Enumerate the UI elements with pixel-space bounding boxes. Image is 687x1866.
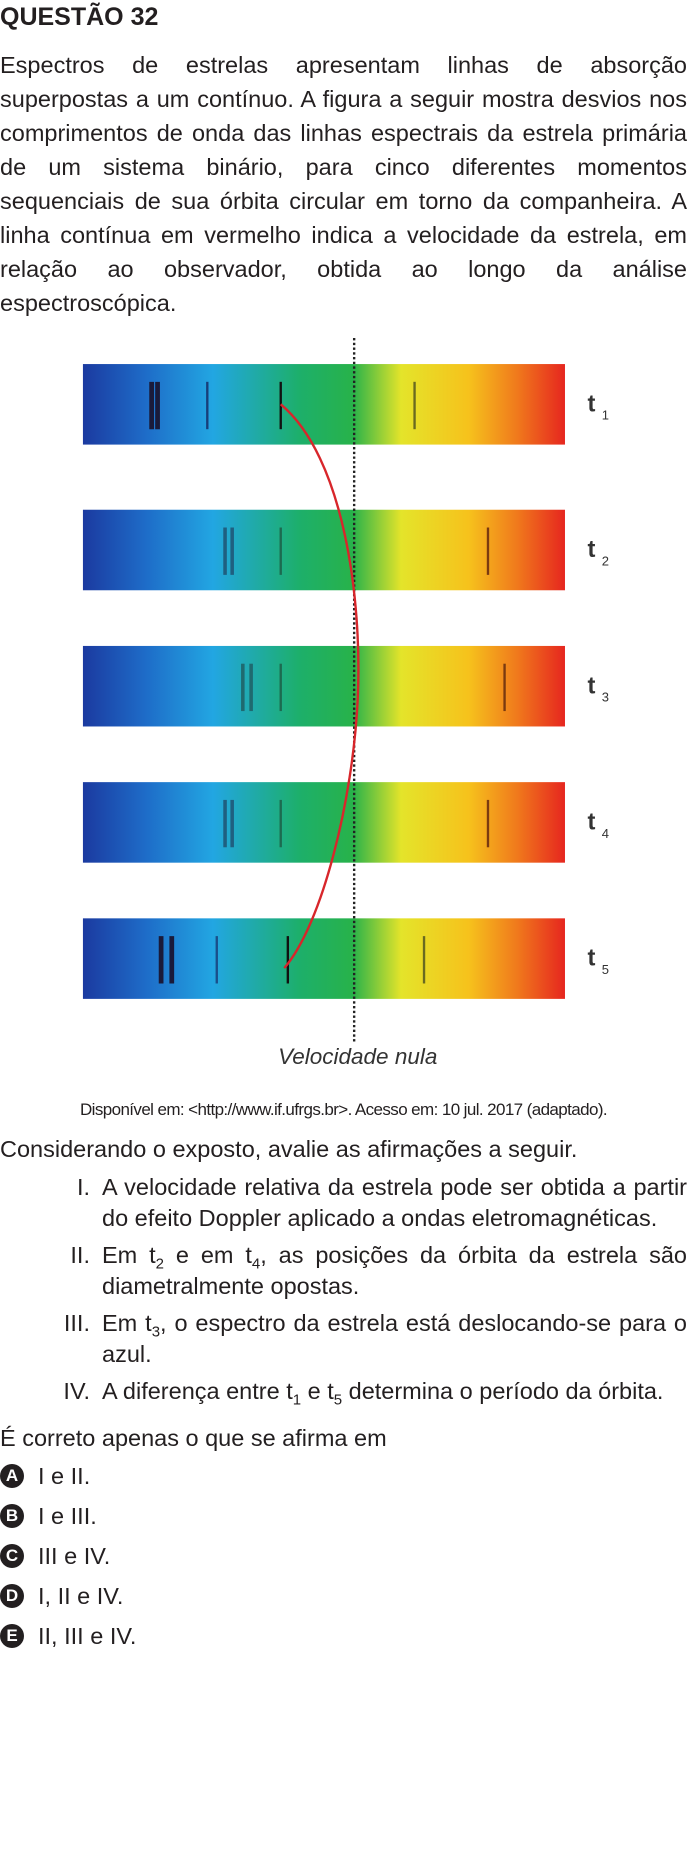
- time-label-sub: 3: [602, 690, 609, 705]
- item-text: Em t3, o espectro da estrela está desloc…: [102, 1308, 687, 1370]
- item-numeral: I.: [76, 1174, 90, 1200]
- spectrum-bar: [82, 918, 565, 999]
- item: IV. A diferença entre t1 e t5 determina o…: [0, 1376, 687, 1409]
- option: D I, II e IV.: [0, 1577, 687, 1615]
- option-letter: C: [0, 1544, 24, 1568]
- option-text: I, II e IV.: [38, 1582, 124, 1609]
- option: B I e III.: [0, 1497, 687, 1535]
- option: A I e II.: [0, 1457, 687, 1495]
- option-letter: A: [0, 1464, 24, 1488]
- prompt: Considerando o exposto, avalie as afirma…: [0, 1136, 578, 1162]
- option-text: I e II.: [38, 1462, 91, 1489]
- question: É correto apenas o que se afirma em: [0, 1425, 387, 1451]
- subscript: 4: [251, 1255, 261, 1273]
- time-label-sub: 1: [602, 408, 609, 423]
- item-text: Em t2 e em t4, as posições da órbita da …: [102, 1240, 687, 1302]
- item-text: A velocidade relativa da estrela pode se…: [102, 1172, 687, 1234]
- spectra-figure: t 1t 2t 3t 4t 5 Velocidade nula: [82, 338, 609, 1069]
- option-text: III e IV.: [38, 1542, 111, 1569]
- option-letter: B: [0, 1504, 24, 1528]
- text-part: e t: [301, 1378, 334, 1404]
- time-label-sub: 4: [602, 826, 609, 841]
- subscript: 5: [333, 1391, 343, 1409]
- item: II. Em t2 e em t4, as posições da órbita …: [0, 1240, 687, 1302]
- time-label: t: [587, 537, 595, 563]
- option: C III e IV.: [0, 1537, 687, 1575]
- item: III. Em t3, o espectro da estrela está de…: [0, 1308, 687, 1370]
- spectrum-bar: [82, 509, 565, 591]
- axis-label: Velocidade nula: [278, 1044, 437, 1069]
- text-part: , as posições da órbita da estrela são d…: [102, 1242, 687, 1299]
- option: E II, III e IV.: [0, 1617, 687, 1655]
- item-numeral: IV.: [63, 1378, 90, 1404]
- statement: Espectros de estrelas apresentam linhas …: [0, 52, 687, 316]
- text-part: Em t: [102, 1310, 152, 1336]
- item: I. A velocidade relativa da estrela pode …: [0, 1172, 687, 1234]
- option-letter: D: [0, 1584, 24, 1608]
- option-text: I e III.: [38, 1502, 97, 1529]
- spectrum-bar: [82, 782, 565, 863]
- time-label-sub: 2: [602, 553, 609, 568]
- text-part: Em t: [102, 1242, 156, 1268]
- text-part: , o espectro da estrela está deslocando-…: [102, 1310, 687, 1367]
- time-label: t: [587, 391, 595, 417]
- item-numeral: II.: [70, 1242, 90, 1268]
- subscript: 3: [151, 1323, 161, 1341]
- spectrum-bar: [82, 364, 565, 445]
- title: QUESTÃO 32: [0, 3, 159, 31]
- option-letter: E: [0, 1624, 24, 1648]
- time-label: t: [587, 810, 595, 836]
- item-text: A diferença entre t1 e t5 determina o pe…: [102, 1376, 687, 1409]
- source: Disponível em: <http://www.if.ufrgs.br>.…: [79, 1100, 608, 1119]
- text-part: A diferença entre t: [102, 1378, 293, 1404]
- subscript: 2: [155, 1255, 165, 1273]
- items: I. A velocidade relativa da estrela pode …: [0, 1172, 687, 1409]
- text-part: e em t: [164, 1242, 252, 1268]
- velocity-curve: [279, 403, 360, 969]
- time-label-sub: 5: [602, 962, 609, 977]
- spectrum-bar: [82, 645, 565, 727]
- item-numeral: III.: [63, 1310, 90, 1336]
- subscript: 1: [292, 1391, 302, 1409]
- text-part: determina o período da órbita.: [342, 1378, 664, 1404]
- options: A I e II. B I e III. C III e IV. D I, II e IV. E…: [0, 1457, 687, 1655]
- time-label: t: [587, 946, 595, 972]
- option-text: II, III e IV.: [38, 1622, 137, 1649]
- time-label: t: [587, 673, 595, 699]
- text-part: A velocidade relativa da estrela pode se…: [102, 1174, 687, 1231]
